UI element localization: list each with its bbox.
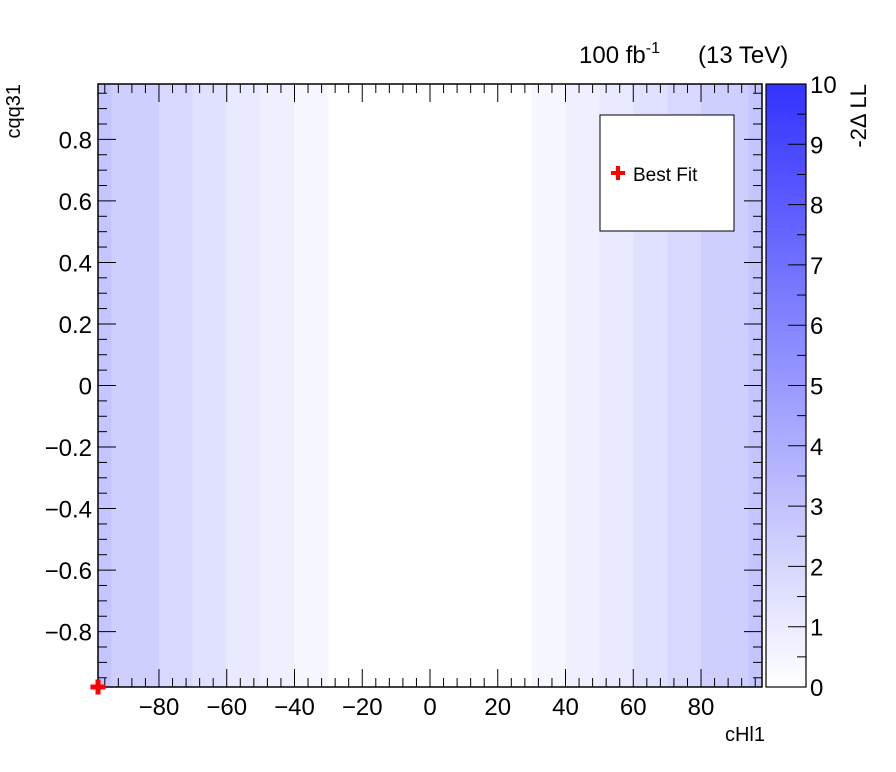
x-tick-labels: −80 −60 −40 −20 0 20 40 60 80 [139,694,715,721]
heatmap-cell [192,84,227,687]
color-scale-ticks [788,83,806,688]
x-tick-label: 80 [688,694,715,721]
color-scale-tick-label: 8 [810,193,823,220]
x-tick-label: 40 [552,694,579,721]
heatmap-cell [226,84,261,687]
luminosity-label: 100 fb-1 [579,40,660,69]
color-scale-tick-label: 10 [810,72,837,99]
y-tick-label: 0.6 [59,189,92,216]
color-scale-tick-label: 9 [810,132,823,159]
color-scale-tick-label: 3 [810,494,823,521]
y-tick-label: −0.2 [45,435,92,462]
color-scale-tick-label: 7 [810,253,823,280]
heatmap-cell [260,84,295,687]
heatmap-cell [565,84,600,687]
color-scale-tick-label: 2 [810,554,823,581]
color-scale-tick-label: 4 [810,434,823,461]
y-tick-labels: −0.8 −0.6 −0.4 −0.2 0 0.2 0.4 0.6 0.8 [45,127,92,646]
legend-best-fit-marker [611,166,625,180]
heatmap-cell [531,84,566,687]
y-tick-label: 0.2 [59,312,92,339]
color-scale-label: -2Δ LL [846,84,871,148]
x-axis-label: cHl1 [725,724,765,746]
x-tick-label: 20 [484,694,511,721]
x-tick-label: −60 [206,694,247,721]
heatmap-cell [328,84,532,687]
x-tick-label: 0 [423,694,436,721]
color-scale-tick-label: 1 [810,615,823,642]
heatmap-cell [111,84,159,687]
x-tick-label: −80 [139,694,180,721]
x-tick-label: −20 [342,694,383,721]
y-tick-label: −0.6 [45,558,92,585]
color-scale-tick-labels: 0 1 2 3 4 5 6 7 8 9 10 [810,72,837,702]
color-scale-tick-label: 0 [810,675,823,702]
heatmap-cell [158,84,193,687]
x-tick-label: 60 [620,694,647,721]
best-fit-marker [90,679,106,695]
legend-entry-best-fit: Best Fit [633,165,698,186]
y-tick-label: 0.8 [59,127,92,154]
y-tick-label: 0 [79,374,92,401]
x-tick-label: −40 [274,694,315,721]
heatmap-cell [294,84,329,687]
axis-ticks [98,84,762,687]
y-tick-label: −0.8 [45,620,92,647]
energy-label: (13 TeV) [698,42,788,69]
luminosity-exponent: -1 [646,40,660,57]
y-tick-label: −0.4 [45,497,92,524]
y-axis-label: cqq31 [3,84,25,139]
y-tick-label: 0.4 [59,250,92,277]
color-scale-tick-label: 6 [810,313,823,340]
color-scale-tick-label: 5 [810,374,823,401]
